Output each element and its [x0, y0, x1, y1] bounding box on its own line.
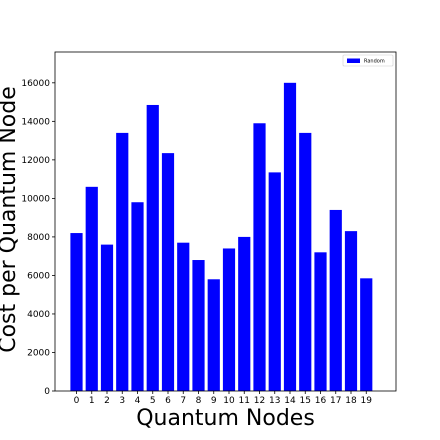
bar-node-9 — [207, 279, 220, 391]
x-axis-label: Quantum Nodes — [136, 406, 315, 431]
y-axis-label: Cost per Quantum Node — [0, 86, 21, 353]
bar-node-12 — [253, 123, 266, 392]
x-tick-label: 0 — [74, 396, 80, 406]
x-tick-label: 4 — [135, 396, 141, 406]
y-tick-label: 16000 — [21, 79, 50, 89]
x-tick-label: 15 — [300, 396, 311, 406]
x-tick-label: 14 — [284, 396, 296, 406]
x-tick-label: 10 — [223, 396, 235, 406]
x-tick-label: 1 — [89, 396, 95, 406]
y-tick-label: 4000 — [27, 310, 50, 320]
bar-node-5 — [146, 104, 159, 391]
legend-label: Random — [364, 59, 385, 65]
bars-layer — [70, 82, 373, 392]
y-tick-label: 8000 — [27, 233, 50, 243]
x-tick-label: 18 — [345, 396, 357, 406]
bar-node-2 — [100, 244, 114, 391]
bar-node-11 — [238, 236, 251, 391]
legend: Random — [342, 54, 394, 67]
y-tick-label: 0 — [44, 387, 50, 397]
x-tick-label: 12 — [254, 396, 265, 406]
plot-frame — [54, 51, 397, 392]
y-tick-label: 12000 — [21, 156, 50, 166]
bar-node-13 — [268, 172, 281, 391]
bar-node-19 — [360, 278, 373, 391]
x-tick-label: 3 — [119, 396, 125, 406]
bar-node-14 — [283, 82, 297, 392]
bar-node-17 — [329, 209, 342, 391]
bar-node-16 — [314, 252, 327, 391]
bar-node-6 — [161, 153, 175, 391]
y-tick-label: 6000 — [27, 271, 50, 281]
x-tick-label: 9 — [211, 396, 217, 406]
y-tick-label: 2000 — [27, 348, 50, 358]
y-tick-label: 14000 — [21, 117, 50, 127]
x-tick-label: 11 — [239, 396, 250, 406]
x-tick-label: 13 — [269, 396, 280, 406]
bar-node-0 — [70, 233, 83, 391]
bar-node-1 — [85, 186, 98, 391]
ticks-layer: 0 1 2 3 4 5 6 7 8 9 10 11 12 13 14 15 16 17 18 190200040006… — [21, 79, 372, 406]
bar-node-4 — [131, 202, 144, 391]
legend-box — [342, 54, 394, 67]
legend-swatch — [347, 58, 360, 63]
bar-node-8 — [192, 260, 205, 391]
x-tick-label: 7 — [180, 396, 186, 406]
x-tick-label: 5 — [150, 396, 156, 406]
x-tick-label: 2 — [104, 396, 110, 406]
y-tick-label: 10000 — [21, 194, 50, 204]
bar-node-10 — [222, 248, 236, 391]
x-tick-label: 16 — [315, 396, 327, 406]
x-tick-label: 17 — [330, 396, 341, 406]
bar-node-15 — [299, 132, 312, 392]
bar-node-3 — [116, 132, 129, 392]
bar-node-18 — [344, 231, 358, 391]
x-tick-label: 8 — [196, 396, 202, 406]
x-tick-label: 6 — [165, 396, 171, 406]
x-tick-label: 19 — [361, 396, 373, 406]
bar-node-7 — [177, 242, 190, 391]
